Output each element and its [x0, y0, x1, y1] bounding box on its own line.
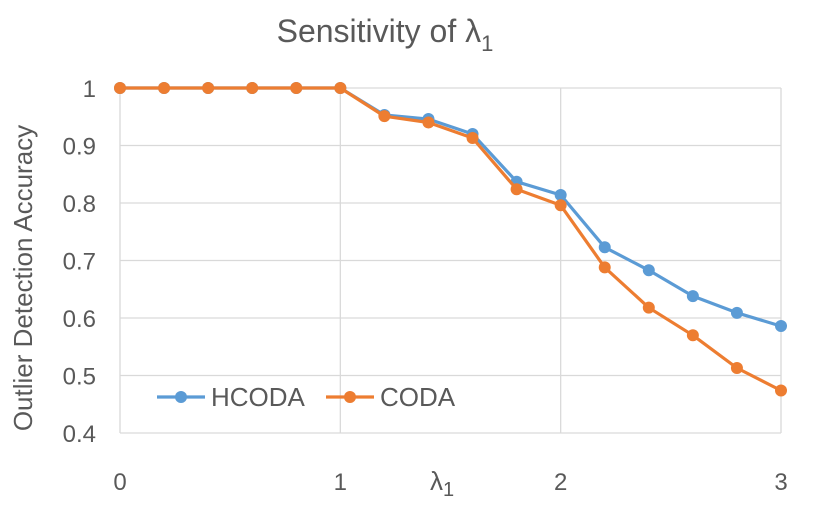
- legend-label: HCODA: [211, 382, 306, 412]
- x-tick-label: 0: [113, 469, 126, 496]
- legend-label: CODA: [380, 382, 456, 412]
- legend-swatch-marker: [175, 391, 187, 403]
- y-tick-label: 1: [83, 76, 96, 103]
- data-point-coda: [466, 132, 479, 145]
- data-point-coda: [642, 301, 655, 314]
- data-point-coda: [422, 116, 435, 129]
- x-tick-label: 1: [334, 469, 347, 496]
- series-group: [114, 82, 787, 397]
- y-tick-label: 0.5: [63, 364, 96, 391]
- series-line-coda: [118, 86, 783, 393]
- data-point-coda: [686, 329, 699, 342]
- data-point-coda: [775, 384, 787, 397]
- y-tick-label: 0.7: [63, 249, 96, 276]
- data-point-coda: [378, 110, 391, 123]
- data-point-coda: [290, 82, 303, 94]
- chart-title: Sensitivity of λ1: [277, 13, 494, 56]
- data-point-coda: [334, 82, 347, 94]
- x-tick-label: 3: [774, 469, 787, 496]
- data-point-coda: [246, 82, 259, 94]
- data-point-coda: [510, 183, 523, 196]
- x-axis-ticks: 0 1 2 3: [113, 469, 787, 496]
- x-tick-label: 2: [554, 469, 567, 496]
- y-tick-label: 0.8: [63, 191, 96, 218]
- y-axis-label: Outlier Detection Accuracy: [8, 125, 38, 431]
- legend-swatch-marker: [344, 391, 356, 403]
- data-point-coda: [554, 199, 567, 212]
- data-point-hcoda: [642, 264, 655, 277]
- x-axis-label: λ1: [430, 466, 454, 501]
- series-hcoda: [114, 82, 787, 333]
- y-tick-label: 0.6: [63, 306, 96, 333]
- data-point-hcoda: [598, 241, 611, 254]
- legend-item-coda: CODA: [326, 382, 456, 412]
- data-point-coda: [158, 82, 171, 94]
- data-point-coda: [114, 82, 126, 94]
- data-point-hcoda: [554, 188, 567, 201]
- legend: HCODA CODA: [157, 382, 456, 412]
- y-tick-label: 0.9: [63, 134, 96, 161]
- data-point-coda: [598, 261, 611, 274]
- data-point-hcoda: [730, 306, 743, 319]
- data-point-hcoda: [775, 320, 787, 333]
- series-coda: [114, 82, 787, 397]
- y-tick-label: 0.4: [63, 421, 96, 448]
- y-axis-ticks: 0.4 0.5 0.6 0.7 0.8 0.9 1: [63, 76, 96, 448]
- data-point-coda: [202, 82, 215, 94]
- legend-item-hcoda: HCODA: [157, 382, 306, 412]
- data-point-coda: [730, 362, 743, 375]
- data-point-hcoda: [686, 290, 699, 303]
- series-line-hcoda: [118, 86, 783, 328]
